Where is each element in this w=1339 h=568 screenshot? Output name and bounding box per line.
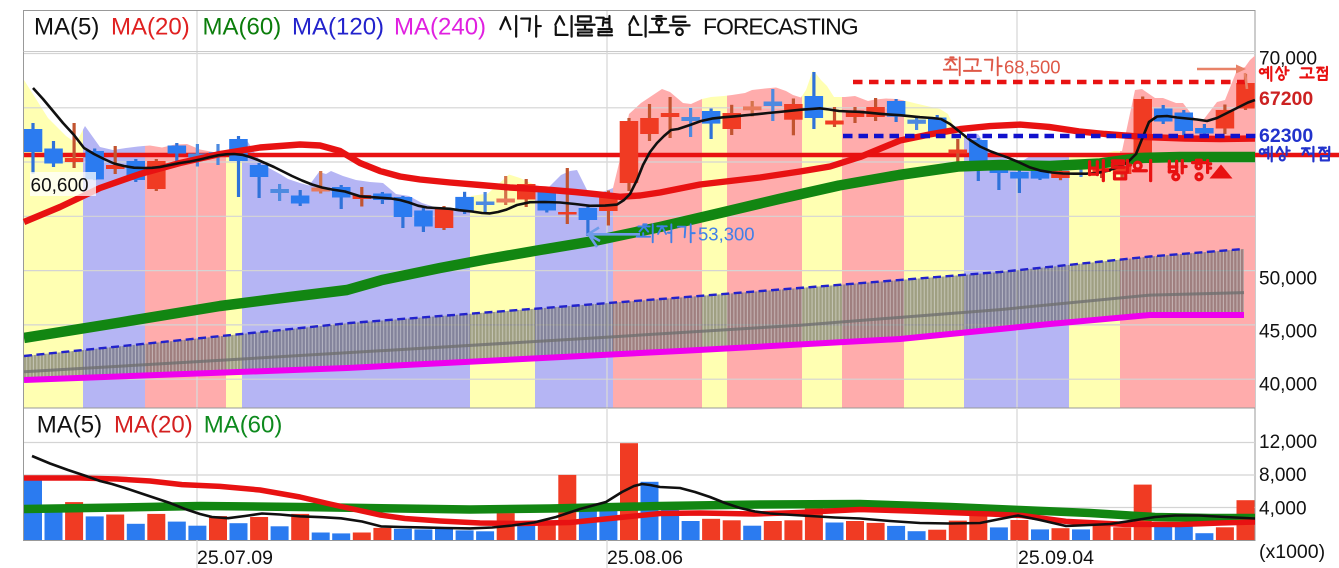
svg-text:45,000: 45,000: [1259, 322, 1317, 343]
svg-text:MA(5): MA(5): [34, 14, 99, 41]
svg-text:25.08.06: 25.08.06: [607, 547, 683, 568]
svg-text:62300: 62300: [1259, 125, 1313, 147]
svg-text:MA(20): MA(20): [111, 14, 190, 41]
svg-text:MA(60): MA(60): [204, 412, 283, 439]
svg-text:MA(5): MA(5): [37, 412, 102, 439]
svg-text:60,600: 60,600: [31, 176, 89, 197]
svg-text:MA(240): MA(240): [394, 14, 486, 41]
svg-text:40,000: 40,000: [1259, 375, 1317, 396]
svg-text:8,000: 8,000: [1259, 465, 1307, 486]
svg-text:70,000: 70,000: [1259, 49, 1317, 70]
svg-text:MA(120): MA(120): [292, 14, 384, 41]
svg-text:MA(60): MA(60): [203, 14, 282, 41]
svg-text:4,000: 4,000: [1259, 499, 1307, 520]
svg-text:25.07.09: 25.07.09: [197, 547, 273, 568]
svg-text:68,500: 68,500: [1004, 57, 1061, 78]
svg-text:53,300: 53,300: [698, 224, 755, 245]
svg-text:67200: 67200: [1259, 88, 1313, 110]
svg-text:50,000: 50,000: [1259, 269, 1317, 290]
svg-text:MA(20): MA(20): [114, 412, 193, 439]
svg-text:25.09.04: 25.09.04: [1018, 547, 1094, 568]
svg-text:(x1000): (x1000): [1259, 541, 1325, 563]
svg-text:12,000: 12,000: [1259, 432, 1317, 453]
svg-text:FORECASTING: FORECASTING: [703, 14, 858, 40]
